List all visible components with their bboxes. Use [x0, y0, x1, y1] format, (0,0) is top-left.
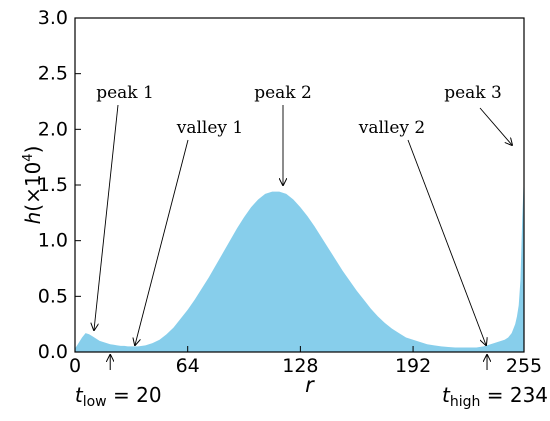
y-tick-label: 2.5 [38, 63, 68, 85]
labels-layer: r h(×104) [21, 146, 315, 397]
x-tick-label: 255 [506, 355, 542, 377]
annotation-arrow [479, 107, 512, 145]
annotation-label: peak 2 [254, 83, 312, 103]
x-tick-label: 64 [176, 355, 200, 377]
y-axis-label-scale: (×10 [21, 162, 45, 212]
annotation-arrow [135, 139, 189, 345]
threshold-eq: = 234 [480, 383, 548, 407]
histogram-area [75, 173, 524, 352]
y-tick-label: 1.0 [38, 230, 68, 252]
annotation-arrow [407, 139, 486, 345]
annotation-label: valley 2 [358, 118, 426, 138]
y-tick-label: 1.5 [38, 174, 68, 196]
x-tick-label: 0 [69, 355, 81, 377]
y-axis-label-close: ) [21, 146, 45, 154]
y-axis-label: h(×104) [21, 146, 45, 225]
annotation-label: peak 1 [96, 83, 154, 103]
threshold-label: thigh = 234 [442, 383, 548, 410]
threshold-sub: high [450, 394, 481, 410]
y-tick-label: 0.0 [38, 341, 68, 363]
y-tick-label: 3.0 [38, 7, 68, 29]
threshold-var: t [75, 383, 84, 407]
threshold-eq: = 20 [107, 383, 162, 407]
ticks-layer: 0 64 128 192 255 0.0 0.5 1.0 1.5 2.0 2.5 3.0 [38, 7, 542, 377]
x-axis-label: r [305, 373, 315, 397]
threshold-label: tlow = 20 [75, 383, 162, 410]
y-axis-label-var: h [21, 212, 45, 225]
x-tick-label: 192 [395, 355, 431, 377]
area-layer [75, 173, 524, 352]
y-tick-label: 0.5 [38, 285, 68, 307]
y-tick-label: 2.0 [38, 118, 68, 140]
annotation-label: peak 3 [444, 83, 502, 103]
x-tick-label: 128 [282, 355, 318, 377]
y-axis-label-exp: 4 [21, 153, 36, 161]
annotation-label: valley 1 [176, 118, 244, 138]
annotation-arrow [94, 104, 119, 330]
threshold-var: t [442, 383, 451, 407]
threshold-sub: low [83, 394, 107, 410]
